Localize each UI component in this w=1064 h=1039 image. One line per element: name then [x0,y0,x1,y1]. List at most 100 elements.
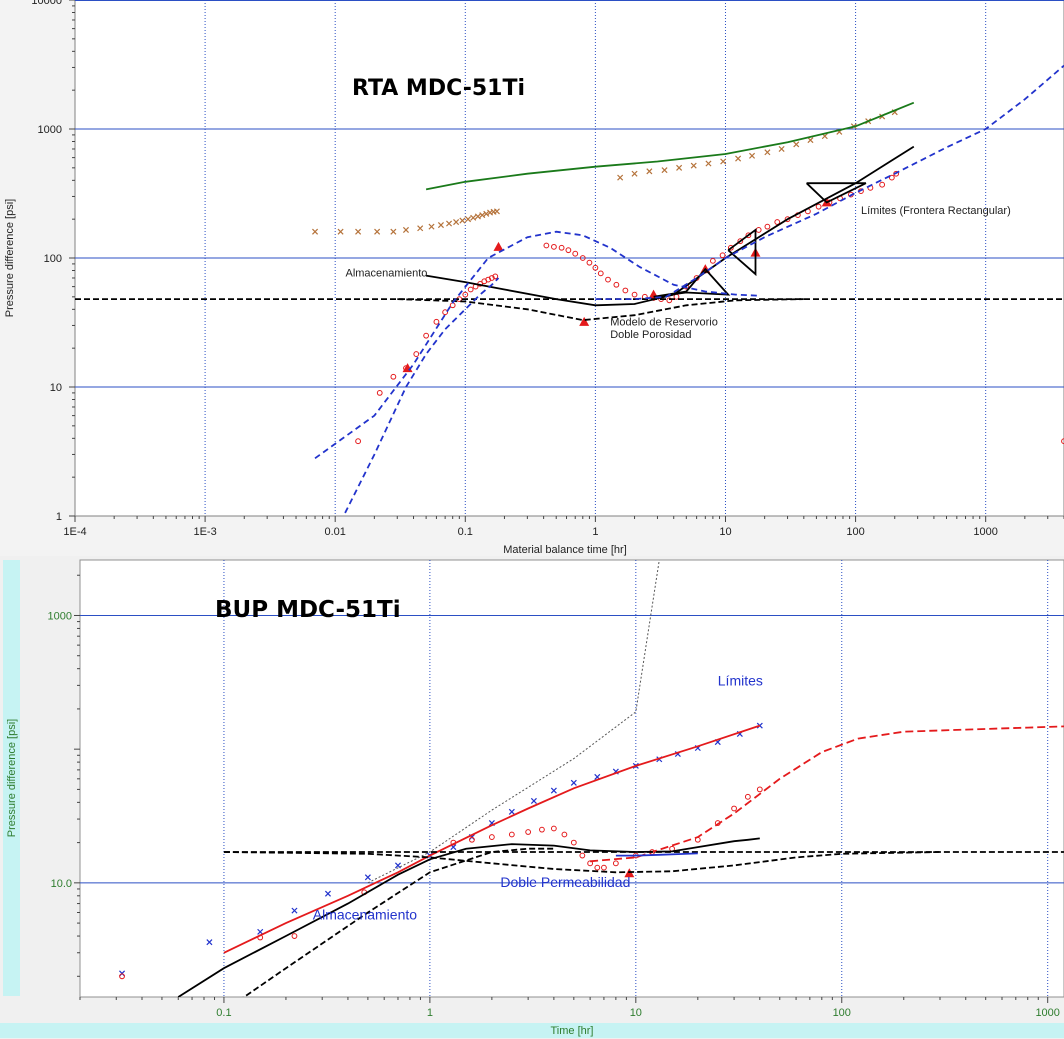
bup-point-o [579,852,586,859]
rta-point-o [579,255,586,261]
rta-point-x [617,174,624,181]
rta-point-x [355,228,362,235]
rta-point-o [709,257,716,264]
rta-point-x [417,225,424,232]
rta-point-x [807,137,814,144]
bup-y-tick-label: 1000 [48,610,72,622]
bup-point-o [601,864,607,871]
rta-series-line [653,267,731,298]
bup-point-o [119,973,125,980]
rta-point-o [727,244,734,251]
rta-point-x [470,214,477,221]
bup-point-o [594,864,601,871]
bup-series-line [242,847,554,997]
rta-point-x [428,223,435,230]
bup-point-x [570,779,577,786]
rta-x-tick-label: 0.1 [458,526,473,538]
rta-point-x [465,216,472,223]
rta-point-x [646,168,653,175]
bup-point-o [731,805,737,812]
rta-annotations: Almacenamiento Modelo de ReservorioDoble … [345,205,1010,341]
rta-point-o [376,390,383,396]
bup-x-axis-strip [0,1023,1064,1038]
bup-x-tick-label: 1 [427,1007,433,1019]
bup-chart-panel: 0.1 1 10 100 1000 10.0 1000 BUP MDC-51Ti Límit… [0,556,1064,1039]
rta-point-o [592,264,599,271]
rta-x-axis-label: Material balance time [hr] [503,544,627,556]
rta-point-o [888,174,895,181]
rta-x-tick-label: 1 [592,526,598,538]
rta-point-o [462,291,469,298]
rta-x-tick-label: 1E-3 [193,526,216,538]
rta-point-x [446,220,453,227]
rta-point-o [572,250,579,257]
bup-plot-area[interactable] [79,559,1064,998]
rta-point-o [467,286,474,293]
rta-chart-title: RTA MDC-51Ti [352,76,525,101]
rta-point-x [676,164,683,171]
bup-tick-labels: 0.1 1 10 100 1000 10.0 1000 [48,574,1060,1019]
bup-point-x [394,862,402,869]
bup-annotation: Doble Permeabilidad [500,874,630,890]
rta-point-x [453,219,460,226]
rta-point-x [402,226,409,233]
rta-point-x [720,158,727,165]
rta-point-o [737,238,744,245]
bup-point-o [561,831,568,838]
bup-point-o [508,831,515,838]
rta-point-o [613,281,620,288]
rta-point-x [390,228,397,235]
rta-annotation: Límites (Frontera Rectangular) [861,205,1011,217]
rta-y-axis-label: Pressure difference [psi] [4,199,16,317]
rta-point-o [764,223,771,230]
bup-y-tick-label: 10.0 [51,878,72,890]
rta-point-triangle [493,241,504,251]
bup-point-o [570,839,577,846]
bup-point-x [550,787,557,794]
bup-y-axis-label: Pressure difference [psi] [6,719,18,837]
rta-series-line [595,64,1064,300]
rta-point-o [666,297,673,304]
bup-chart-title: BUP MDC-51Ti [215,597,401,623]
rta-point-x [661,167,668,174]
bup-series-line [223,724,761,954]
rta-point-o [390,373,397,380]
bup-point-o [612,860,619,867]
rta-x-tick-label: 0.01 [324,526,345,538]
bup-series-line [177,837,760,997]
rta-point-o [719,252,726,259]
rta-point-x [483,210,490,217]
rta-x-tick-label: 10 [719,526,731,538]
bup-point-o [469,836,475,843]
bup-series-line [615,852,698,857]
rta-point-x [337,228,344,235]
bup-point-x [508,808,515,815]
rta-point-x [705,160,712,167]
rta-point-o [745,232,752,239]
bup-point-x [364,874,371,881]
rta-point-o [631,291,638,298]
rta-point-x [312,228,319,235]
bup-x-tick-label: 100 [833,1007,851,1019]
rta-series-line [805,182,867,204]
rta-point-o [565,247,572,254]
rta-point-o [605,276,611,283]
bup-series [119,560,1064,997]
bup-series-line [590,725,1064,863]
rta-point-x [778,145,785,153]
rta-point-x [735,155,742,162]
rta-point-x [793,141,800,148]
rta-point-x [374,228,381,235]
rta-y-tick-label: 1000 [38,124,62,136]
bup-point-x [530,797,537,804]
rta-point-triangle [579,316,590,326]
rta-point-o [586,259,593,266]
rta-point-x [437,222,444,229]
rta-x-tick-label: 100 [846,526,864,538]
bup-grid [80,560,1064,997]
bup-x-axis-label: Time [hr] [551,1025,594,1037]
rta-point-x [764,149,771,156]
rta-x-tick-label: 1E-4 [63,526,86,538]
rta-point-x [690,162,697,169]
